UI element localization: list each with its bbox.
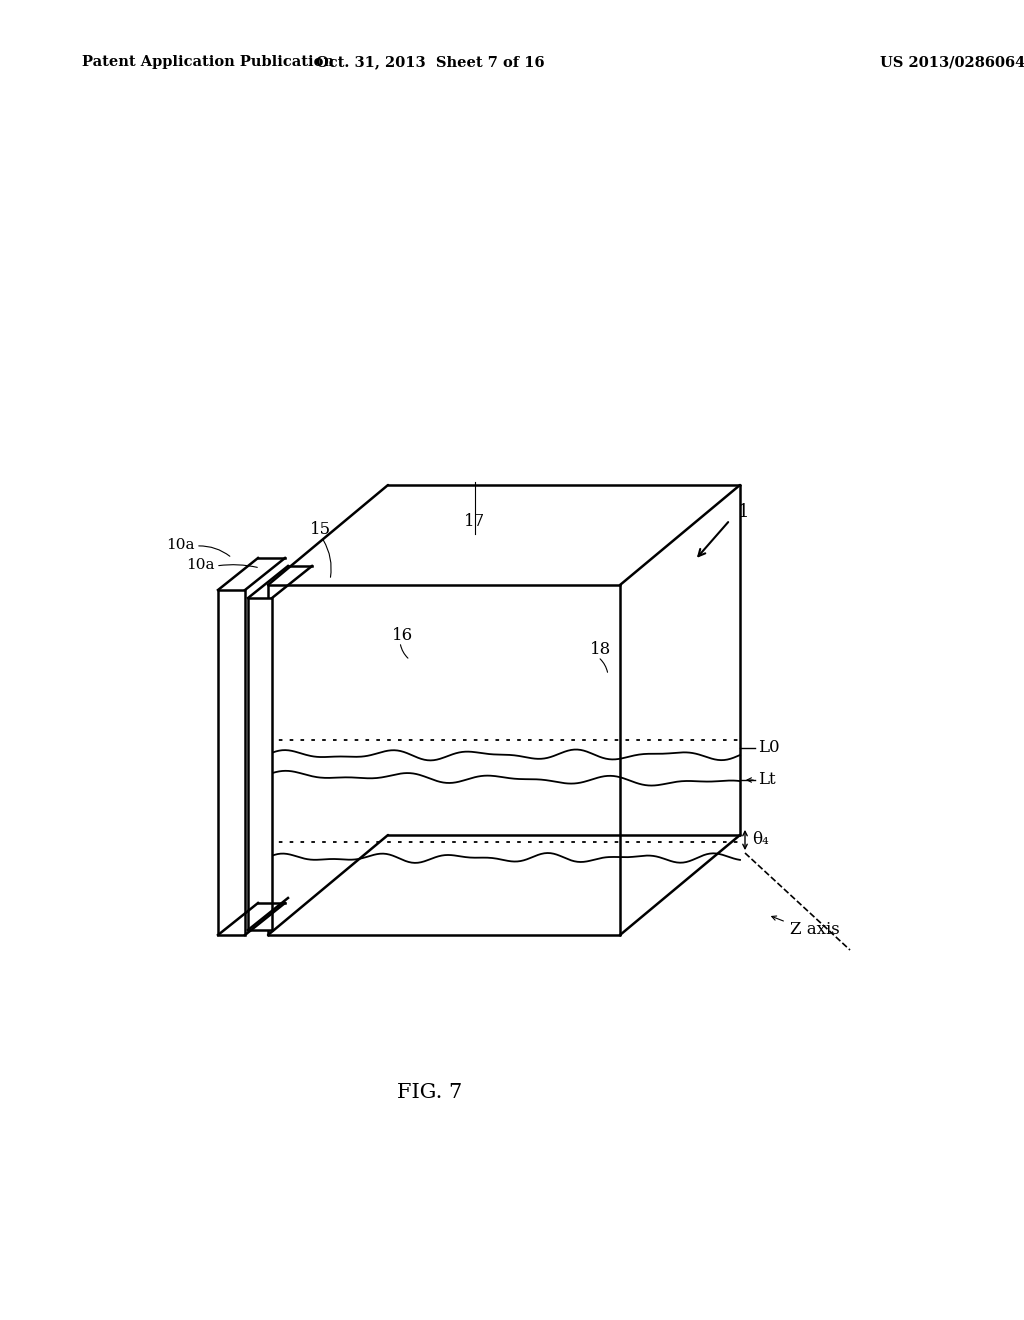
Text: 10a: 10a	[186, 558, 215, 572]
Text: L0: L0	[758, 739, 779, 756]
Bar	[248, 598, 272, 931]
Text: 16: 16	[392, 627, 413, 644]
Text: FIG. 7: FIG. 7	[397, 1082, 463, 1101]
Text: Z axis: Z axis	[790, 921, 840, 939]
Text: 18: 18	[590, 642, 611, 659]
Text: US 2013/0286064 A1: US 2013/0286064 A1	[880, 55, 1024, 69]
Text: Oct. 31, 2013  Sheet 7 of 16: Oct. 31, 2013 Sheet 7 of 16	[315, 55, 545, 69]
Text: 15: 15	[310, 521, 331, 539]
Text: Patent Application Publication: Patent Application Publication	[82, 55, 334, 69]
Text: 10a: 10a	[167, 539, 195, 552]
Text: Lt: Lt	[758, 771, 775, 788]
Text: 1: 1	[738, 503, 750, 521]
Bar	[218, 590, 245, 935]
Text: 17: 17	[464, 513, 485, 531]
Text: θ₄: θ₄	[752, 832, 769, 849]
